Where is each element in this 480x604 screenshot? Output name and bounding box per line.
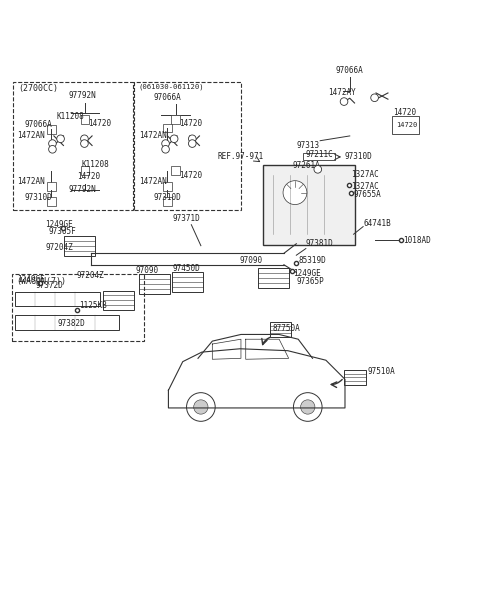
FancyBboxPatch shape bbox=[163, 198, 172, 206]
Circle shape bbox=[300, 400, 315, 414]
FancyBboxPatch shape bbox=[15, 315, 119, 330]
FancyBboxPatch shape bbox=[392, 116, 420, 134]
FancyBboxPatch shape bbox=[103, 291, 133, 310]
FancyBboxPatch shape bbox=[172, 272, 203, 292]
Text: 14720: 14720 bbox=[88, 118, 111, 127]
Text: 97382D: 97382D bbox=[58, 319, 85, 328]
Text: 97066A: 97066A bbox=[336, 66, 363, 75]
Text: 97381D: 97381D bbox=[306, 239, 334, 248]
Text: 97310D: 97310D bbox=[153, 193, 181, 202]
FancyBboxPatch shape bbox=[344, 370, 365, 385]
Circle shape bbox=[187, 393, 215, 422]
Text: 97365P: 97365P bbox=[296, 277, 324, 286]
Text: K11208: K11208 bbox=[56, 112, 84, 121]
Circle shape bbox=[81, 140, 88, 147]
Circle shape bbox=[283, 181, 307, 205]
FancyBboxPatch shape bbox=[81, 115, 89, 124]
Text: 14720: 14720 bbox=[179, 118, 202, 127]
Circle shape bbox=[189, 140, 196, 147]
Text: 97066A: 97066A bbox=[24, 120, 52, 129]
Text: 97261A: 97261A bbox=[292, 161, 320, 170]
Text: 97510A: 97510A bbox=[368, 367, 396, 376]
Text: 1327AC: 1327AC bbox=[351, 182, 378, 191]
Text: 1472AN: 1472AN bbox=[17, 132, 45, 140]
FancyBboxPatch shape bbox=[171, 167, 180, 175]
Text: (2700CC): (2700CC) bbox=[18, 84, 58, 93]
FancyBboxPatch shape bbox=[47, 125, 56, 133]
Text: 14720: 14720 bbox=[393, 108, 416, 117]
Circle shape bbox=[340, 98, 348, 105]
Circle shape bbox=[162, 146, 169, 153]
Circle shape bbox=[189, 135, 196, 143]
Text: 97371D: 97371D bbox=[172, 214, 200, 223]
Text: 1327AC: 1327AC bbox=[351, 170, 378, 179]
Circle shape bbox=[57, 135, 64, 143]
Text: 97204Z: 97204Z bbox=[77, 271, 105, 280]
Circle shape bbox=[48, 140, 56, 147]
Text: 87750A: 87750A bbox=[273, 324, 300, 333]
Text: 97313: 97313 bbox=[296, 141, 319, 150]
Text: 97372D: 97372D bbox=[36, 281, 63, 291]
Circle shape bbox=[314, 165, 322, 173]
Text: 64741B: 64741B bbox=[363, 219, 391, 228]
Text: 97066A: 97066A bbox=[153, 93, 181, 102]
FancyBboxPatch shape bbox=[64, 236, 96, 256]
Text: K11208: K11208 bbox=[82, 160, 109, 169]
Text: 97310D: 97310D bbox=[24, 193, 52, 202]
FancyBboxPatch shape bbox=[163, 124, 172, 132]
FancyBboxPatch shape bbox=[15, 292, 100, 306]
Circle shape bbox=[293, 393, 322, 422]
Text: 97204Z: 97204Z bbox=[45, 243, 73, 252]
Text: (WAGON(7)): (WAGON(7)) bbox=[17, 277, 67, 286]
Text: 97450D: 97450D bbox=[172, 264, 200, 273]
FancyBboxPatch shape bbox=[163, 182, 172, 191]
Text: 85319D: 85319D bbox=[298, 255, 326, 265]
Text: 97655A: 97655A bbox=[354, 190, 381, 199]
Text: 1472AN: 1472AN bbox=[139, 177, 167, 186]
Text: 14720: 14720 bbox=[179, 171, 202, 180]
Text: 97792N: 97792N bbox=[68, 185, 96, 194]
Circle shape bbox=[48, 146, 56, 153]
Text: 97211C: 97211C bbox=[306, 150, 334, 159]
Text: 97310D: 97310D bbox=[345, 152, 373, 161]
Text: 1472AN: 1472AN bbox=[17, 177, 45, 186]
Text: 1472AY: 1472AY bbox=[328, 88, 356, 97]
Circle shape bbox=[371, 94, 378, 101]
Circle shape bbox=[170, 135, 178, 143]
Text: 1472AN: 1472AN bbox=[139, 132, 167, 140]
Text: 97792N: 97792N bbox=[68, 91, 96, 100]
Text: 97365F: 97365F bbox=[48, 227, 76, 236]
Circle shape bbox=[194, 400, 208, 414]
FancyBboxPatch shape bbox=[139, 274, 170, 294]
Text: 14720: 14720 bbox=[396, 123, 418, 129]
Text: 1018AD: 1018AD bbox=[403, 236, 431, 245]
FancyBboxPatch shape bbox=[303, 153, 336, 160]
FancyBboxPatch shape bbox=[47, 198, 56, 206]
Text: 1249GE: 1249GE bbox=[45, 220, 73, 229]
Text: REF.97-971: REF.97-971 bbox=[217, 152, 264, 161]
Text: 97090: 97090 bbox=[239, 255, 262, 265]
FancyBboxPatch shape bbox=[171, 115, 180, 124]
FancyBboxPatch shape bbox=[81, 167, 89, 175]
Text: 14720: 14720 bbox=[77, 173, 100, 181]
FancyBboxPatch shape bbox=[47, 182, 56, 191]
FancyBboxPatch shape bbox=[270, 322, 291, 337]
Text: (061030-061120): (061030-061120) bbox=[139, 84, 204, 91]
Text: 97090: 97090 bbox=[136, 266, 159, 275]
Circle shape bbox=[81, 135, 88, 143]
FancyBboxPatch shape bbox=[263, 164, 355, 245]
Circle shape bbox=[162, 140, 169, 147]
Text: 1249GE: 1249GE bbox=[293, 269, 321, 278]
FancyBboxPatch shape bbox=[258, 268, 289, 288]
Text: 1249GE: 1249GE bbox=[17, 275, 45, 284]
Text: 1125KB: 1125KB bbox=[79, 301, 107, 310]
